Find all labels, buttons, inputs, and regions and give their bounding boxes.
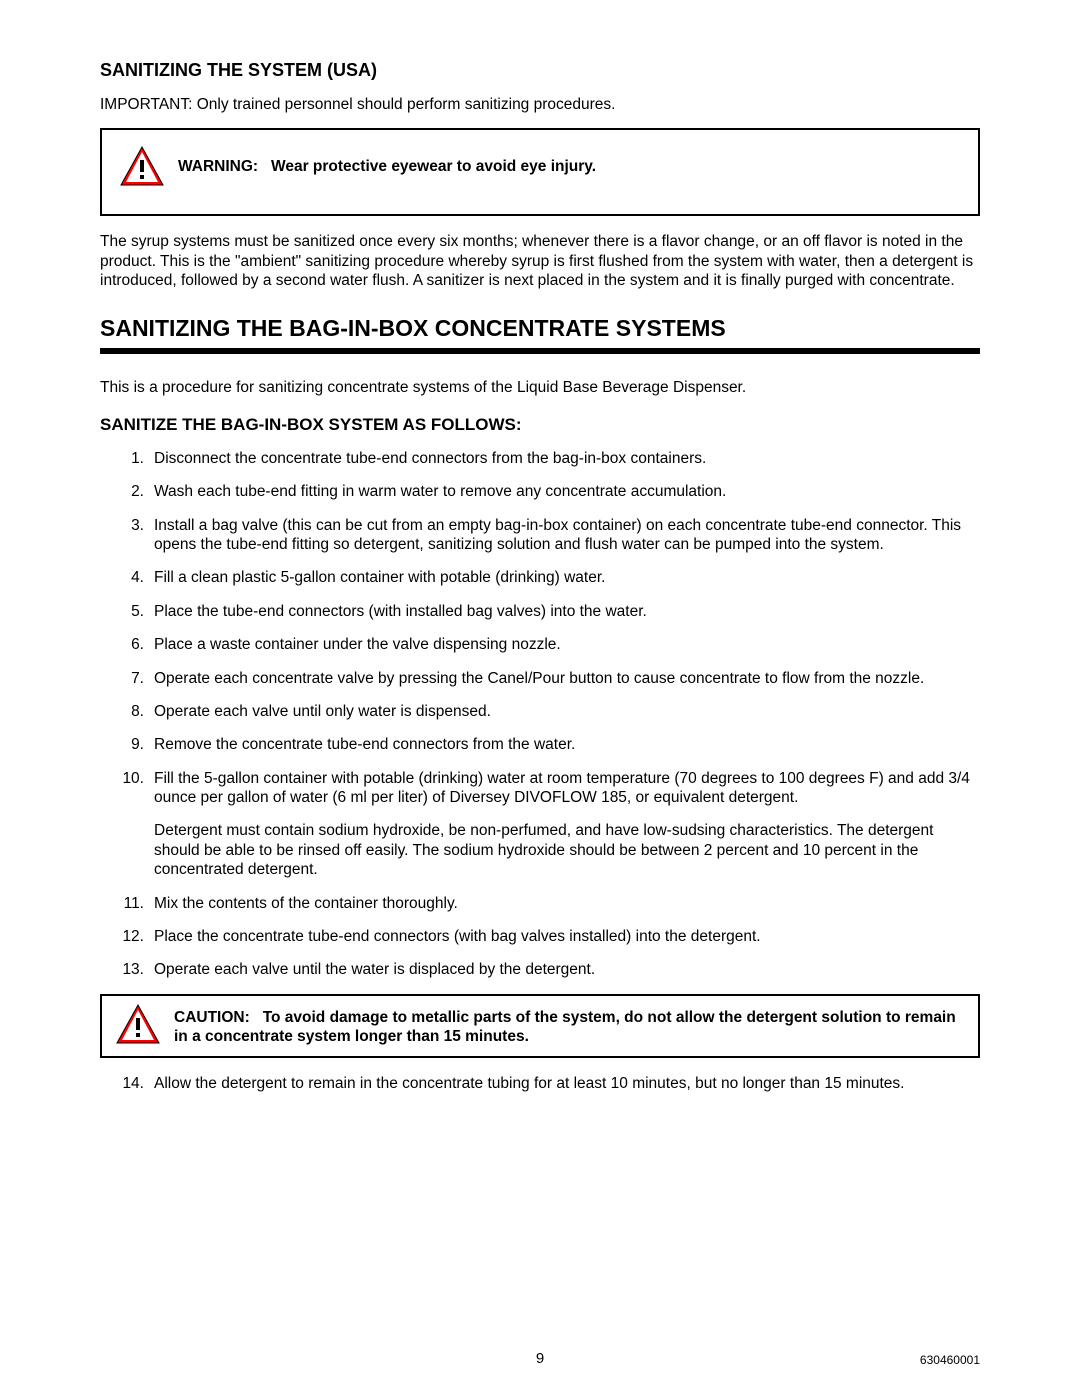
steps-list-continued: 14. Allow the detergent to remain in the … bbox=[100, 1074, 980, 1093]
step-item: 5. Place the tube-end connectors (with in… bbox=[120, 602, 980, 621]
warning-body: Wear protective eyewear to avoid eye inj… bbox=[271, 158, 596, 175]
step-item: 1. Disconnect the concentrate tube-end co… bbox=[120, 449, 980, 468]
step-text: Install a bag valve (this can be cut fro… bbox=[154, 516, 980, 555]
steps-list: 1. Disconnect the concentrate tube-end co… bbox=[100, 449, 980, 980]
caution-label: CAUTION: bbox=[174, 1009, 250, 1026]
step-text: Fill the 5-gallon container with potable… bbox=[154, 769, 980, 880]
step-text: Operate each valve until only water is d… bbox=[154, 702, 980, 721]
step-number: 8. bbox=[120, 702, 144, 721]
caution-triangle-icon bbox=[116, 1004, 160, 1044]
step-item: 14. Allow the detergent to remain in the … bbox=[120, 1074, 980, 1093]
document-id: 630460001 bbox=[920, 1353, 980, 1367]
step-item: 11. Mix the contents of the container tho… bbox=[120, 894, 980, 913]
page-number: 9 bbox=[0, 1350, 1080, 1367]
step-item: 6. Place a waste container under the valv… bbox=[120, 635, 980, 654]
warning-label: WARNING: bbox=[178, 158, 258, 175]
paragraph-overview: The syrup systems must be sanitized once… bbox=[100, 232, 980, 290]
step-subtext: Detergent must contain sodium hydroxide,… bbox=[154, 821, 980, 879]
step-text: Wash each tube-end fitting in warm water… bbox=[154, 482, 980, 501]
step-item: 8. Operate each valve until only water is… bbox=[120, 702, 980, 721]
step-number: 10. bbox=[120, 769, 144, 880]
step-number: 14. bbox=[120, 1074, 144, 1093]
step-text: Place the concentrate tube-end connector… bbox=[154, 927, 980, 946]
step-item: 12. Place the concentrate tube-end connec… bbox=[120, 927, 980, 946]
step-text: Operate each concentrate valve by pressi… bbox=[154, 669, 980, 688]
section-rule bbox=[100, 348, 980, 354]
warning-text: WARNING: Wear protective eyewear to avoi… bbox=[178, 146, 596, 176]
step-item: 2. Wash each tube-end fitting in warm wat… bbox=[120, 482, 980, 501]
step-item: 3. Install a bag valve (this can be cut f… bbox=[120, 516, 980, 555]
step-number: 3. bbox=[120, 516, 144, 555]
step-item: 4. Fill a clean plastic 5-gallon containe… bbox=[120, 568, 980, 587]
step-number: 13. bbox=[120, 960, 144, 979]
step-text: Allow the detergent to remain in the con… bbox=[154, 1074, 980, 1093]
step-number: 1. bbox=[120, 449, 144, 468]
step-text: Place the tube-end connectors (with inst… bbox=[154, 602, 980, 621]
step-text: Operate each valve until the water is di… bbox=[154, 960, 980, 979]
step-number: 11. bbox=[120, 894, 144, 913]
step-number: 7. bbox=[120, 669, 144, 688]
step-text: Mix the contents of the container thorou… bbox=[154, 894, 980, 913]
step-text: Remove the concentrate tube-end connecto… bbox=[154, 735, 980, 754]
step-number: 9. bbox=[120, 735, 144, 754]
step-text: Disconnect the concentrate tube-end conn… bbox=[154, 449, 980, 468]
step-number: 12. bbox=[120, 927, 144, 946]
caution-body: To avoid damage to metallic parts of the… bbox=[174, 1009, 956, 1045]
step-number: 5. bbox=[120, 602, 144, 621]
important-note: IMPORTANT: Only trained personnel should… bbox=[100, 95, 980, 114]
caution-text: CAUTION: To avoid damage to metallic par… bbox=[174, 1004, 964, 1047]
caution-box: CAUTION: To avoid damage to metallic par… bbox=[100, 994, 980, 1059]
step-number: 6. bbox=[120, 635, 144, 654]
step-item: 9. Remove the concentrate tube-end connec… bbox=[120, 735, 980, 754]
warning-triangle-icon bbox=[120, 146, 164, 186]
step-number: 2. bbox=[120, 482, 144, 501]
step-item: 7. Operate each concentrate valve by pres… bbox=[120, 669, 980, 688]
page-footer: 9 630460001 bbox=[0, 1350, 1080, 1367]
warning-box: WARNING: Wear protective eyewear to avoi… bbox=[100, 128, 980, 216]
step-text: Place a waste container under the valve … bbox=[154, 635, 980, 654]
step-text: Fill a clean plastic 5-gallon container … bbox=[154, 568, 980, 587]
step-item: 10. Fill the 5-gallon container with pota… bbox=[120, 769, 980, 880]
sub-heading-sanitize-follows: SANITIZE THE BAG-IN-BOX SYSTEM AS FOLLOW… bbox=[100, 415, 980, 435]
page: SANITIZING THE SYSTEM (USA) IMPORTANT: O… bbox=[0, 0, 1080, 1397]
heading-sanitizing-system: SANITIZING THE SYSTEM (USA) bbox=[100, 60, 980, 81]
step-item: 13. Operate each valve until the water is… bbox=[120, 960, 980, 979]
section-intro: This is a procedure for sanitizing conce… bbox=[100, 378, 980, 397]
section-title-bag-in-box: SANITIZING THE BAG-IN-BOX CONCENTRATE SY… bbox=[100, 315, 980, 342]
step-number: 4. bbox=[120, 568, 144, 587]
